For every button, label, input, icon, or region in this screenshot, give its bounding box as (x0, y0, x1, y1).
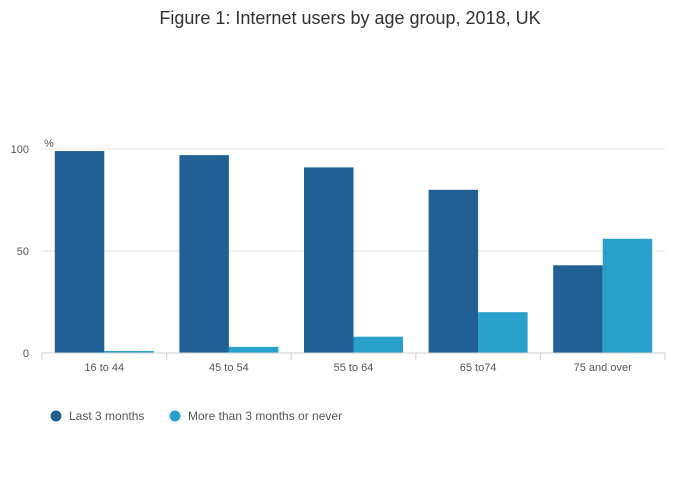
bar-more-than-3-months (478, 312, 528, 353)
x-tick-label: 45 to 54 (209, 362, 249, 374)
bar-more-than-3-months (104, 350, 154, 353)
bar-more-than-3-months (353, 336, 403, 353)
bar-last-3-months (304, 167, 354, 353)
x-tick-label: 65 to74 (460, 362, 497, 374)
legend-label: More than 3 months or never (188, 409, 342, 423)
y-tick-label: 50 (17, 246, 29, 258)
bar-last-3-months (553, 265, 603, 353)
bar-more-than-3-months (602, 238, 653, 353)
bar-last-3-months (179, 155, 229, 353)
y-axis-unit-label: % (44, 138, 54, 150)
x-tick-label: 16 to 44 (84, 362, 124, 374)
legend-item[interactable]: More than 3 months or never (169, 409, 343, 423)
chart-title: Figure 1: Internet users by age group, 2… (159, 8, 540, 28)
legend-swatch (169, 410, 181, 422)
legend-item[interactable]: Last 3 months (50, 409, 145, 423)
legend-label: Last 3 months (69, 409, 144, 423)
y-tick-label: 0 (23, 348, 29, 360)
legend-swatch (50, 410, 62, 422)
bar-more-than-3-months (228, 346, 279, 353)
x-tick-label: 75 and over (574, 362, 632, 374)
bar-last-3-months (428, 189, 479, 353)
x-tick-label: 55 to 64 (334, 362, 374, 374)
bar-last-3-months (54, 151, 105, 353)
y-tick-label: 100 (11, 144, 29, 156)
